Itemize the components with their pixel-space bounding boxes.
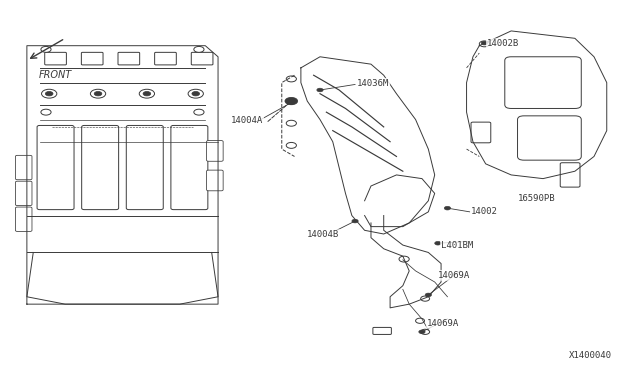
Circle shape [481,41,488,45]
Text: 14004A: 14004A [231,116,263,125]
Circle shape [194,109,204,115]
Circle shape [194,46,204,52]
Text: 14036M: 14036M [357,79,389,88]
FancyBboxPatch shape [505,57,581,109]
Circle shape [188,89,204,98]
Circle shape [286,76,296,82]
FancyBboxPatch shape [15,155,32,180]
FancyBboxPatch shape [118,52,140,65]
Circle shape [143,92,150,96]
Text: 14002: 14002 [471,206,498,216]
FancyBboxPatch shape [126,125,163,210]
Circle shape [288,101,294,105]
Text: L401BM: L401BM [441,241,474,250]
Text: 14069A: 14069A [427,319,460,328]
FancyBboxPatch shape [45,52,67,65]
Circle shape [41,109,51,115]
Circle shape [286,98,296,104]
Text: 14069A: 14069A [438,271,470,280]
Circle shape [399,256,409,262]
Circle shape [479,41,490,47]
Circle shape [286,142,296,148]
Circle shape [285,97,298,105]
Text: 16590PB: 16590PB [518,195,555,203]
Circle shape [42,89,57,98]
Circle shape [435,241,441,245]
Circle shape [415,318,424,323]
Circle shape [192,92,200,96]
FancyBboxPatch shape [518,116,581,160]
FancyBboxPatch shape [560,163,580,187]
FancyBboxPatch shape [155,52,176,65]
Text: 14004B: 14004B [307,230,339,239]
Circle shape [41,46,51,52]
FancyBboxPatch shape [207,170,223,191]
Text: FRONT: FRONT [39,70,72,80]
FancyBboxPatch shape [15,207,32,231]
FancyBboxPatch shape [207,141,223,161]
Circle shape [140,89,154,98]
Circle shape [286,120,296,126]
Circle shape [45,92,53,96]
FancyBboxPatch shape [37,125,74,210]
Circle shape [420,329,429,334]
Text: 14002B: 14002B [487,39,519,48]
Circle shape [419,330,425,334]
Circle shape [444,206,451,210]
FancyBboxPatch shape [471,122,491,143]
FancyBboxPatch shape [373,327,392,334]
Text: X1400040: X1400040 [568,350,611,359]
Circle shape [425,293,431,297]
FancyBboxPatch shape [81,52,103,65]
Circle shape [90,89,106,98]
Circle shape [317,88,323,92]
FancyBboxPatch shape [191,52,213,65]
FancyBboxPatch shape [15,181,32,206]
FancyBboxPatch shape [171,125,208,210]
FancyBboxPatch shape [82,125,118,210]
Circle shape [352,219,358,223]
Circle shape [94,92,102,96]
Circle shape [420,296,429,301]
